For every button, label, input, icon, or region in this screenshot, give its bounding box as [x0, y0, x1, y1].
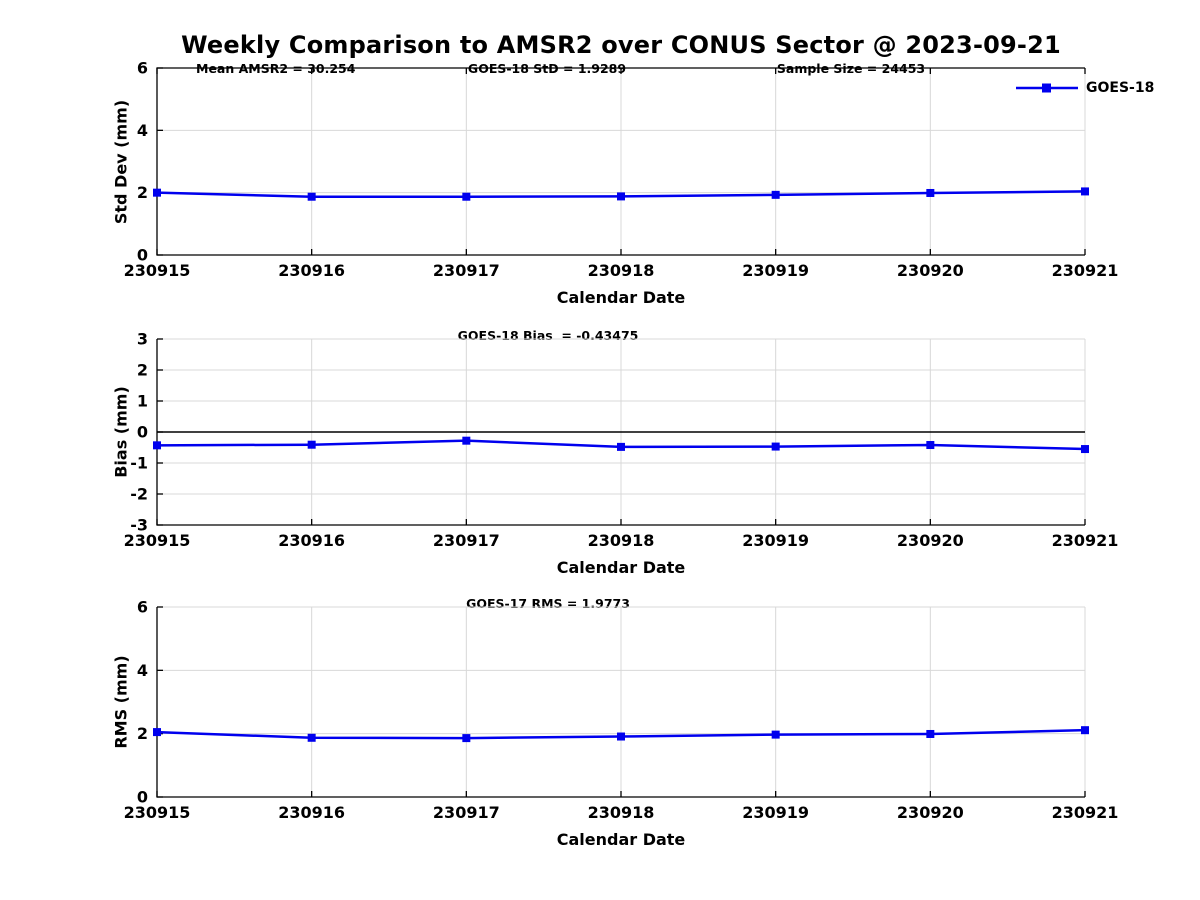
- x-tick-label: 230915: [124, 803, 191, 822]
- x-tick-label: 230915: [124, 531, 191, 550]
- y-tick-label: -1: [130, 454, 148, 473]
- x-axis-label-rms: Calendar Date: [556, 830, 686, 849]
- data-marker: [617, 192, 625, 201]
- legend: GOES-18: [1015, 80, 1154, 96]
- y-tick-label: 2: [137, 361, 148, 380]
- x-tick-label: 230921: [1052, 531, 1119, 550]
- y-tick-label: 2: [137, 724, 148, 743]
- x-tick-label: 230917: [433, 531, 500, 550]
- y-tick-label: -2: [130, 485, 148, 504]
- y-tick-label: 4: [137, 121, 148, 140]
- data-marker: [462, 734, 471, 743]
- x-axis-label-bias: Calendar Date: [556, 558, 686, 577]
- x-axis-label-stddev: Calendar Date: [556, 288, 686, 307]
- data-marker: [153, 188, 161, 197]
- x-tick-label: 230917: [433, 261, 500, 280]
- x-tick-label: 230919: [742, 531, 809, 550]
- y-tick-label: 0: [137, 788, 148, 807]
- y-tick-label: 6: [137, 59, 148, 78]
- y-tick-label: 2: [137, 183, 148, 202]
- legend-line-marker-icon: [1016, 83, 1078, 93]
- data-marker: [926, 729, 935, 738]
- y-tick-label: 0: [137, 423, 148, 442]
- data-marker: [307, 192, 316, 201]
- data-marker: [1081, 726, 1089, 735]
- x-tick-label: 230920: [897, 803, 964, 822]
- x-tick-label: 230921: [1052, 261, 1119, 280]
- data-marker: [462, 436, 471, 445]
- data-marker: [617, 732, 625, 741]
- data-marker: [771, 190, 780, 199]
- figure-title: Weekly Comparison to AMSR2 over CONUS Se…: [181, 31, 1061, 59]
- x-tick-label: 230916: [278, 261, 345, 280]
- y-tick-label: 6: [137, 598, 148, 617]
- x-tick-label: 230920: [897, 531, 964, 550]
- x-tick-label: 230920: [897, 261, 964, 280]
- data-marker: [1081, 445, 1089, 454]
- x-tick-label: 230919: [742, 261, 809, 280]
- x-tick-label: 230916: [278, 803, 345, 822]
- data-marker: [153, 728, 161, 737]
- data-marker: [926, 441, 935, 450]
- data-marker: [1081, 187, 1089, 196]
- y-tick-label: 1: [137, 392, 148, 411]
- data-marker: [153, 441, 161, 450]
- data-marker: [307, 440, 316, 449]
- x-tick-label: 230921: [1052, 803, 1119, 822]
- x-tick-label: 230918: [588, 803, 655, 822]
- x-tick-label: 230915: [124, 261, 191, 280]
- data-marker: [926, 188, 935, 197]
- x-tick-label: 230919: [742, 803, 809, 822]
- data-marker: [771, 442, 780, 451]
- y-tick-label: -3: [130, 516, 148, 535]
- y-tick-label: 3: [137, 330, 148, 349]
- data-marker: [307, 733, 316, 742]
- y-tick-label: 0: [137, 246, 148, 265]
- x-tick-label: 230916: [278, 531, 345, 550]
- x-tick-label: 230918: [588, 261, 655, 280]
- x-tick-label: 230918: [588, 531, 655, 550]
- data-marker: [462, 192, 471, 201]
- x-tick-label: 230917: [433, 803, 500, 822]
- data-marker: [771, 730, 780, 739]
- data-marker: [617, 442, 625, 451]
- y-tick-label: 4: [137, 661, 148, 680]
- legend-label: GOES-18: [1086, 80, 1155, 96]
- legend-square-marker: [1042, 83, 1051, 93]
